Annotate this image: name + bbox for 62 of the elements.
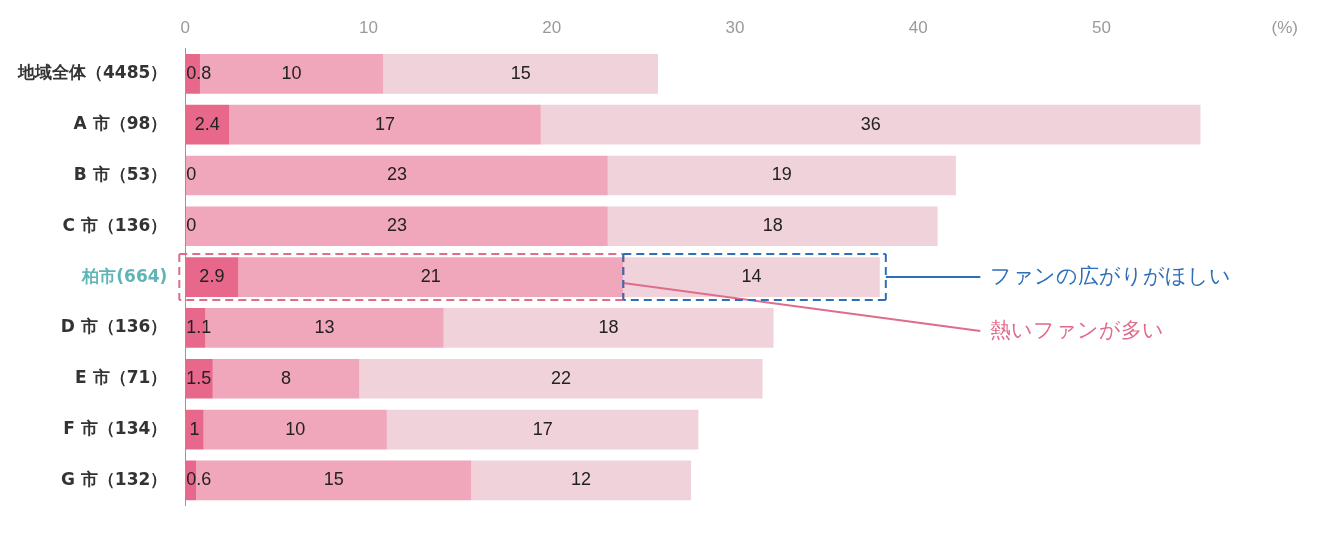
data-label: 14 xyxy=(741,266,762,287)
x-tick-label: 50 xyxy=(1092,17,1111,37)
x-tick-label: 20 xyxy=(542,17,562,37)
data-label: 1.5 xyxy=(186,367,212,388)
bar xyxy=(386,409,699,450)
data-label: 2.4 xyxy=(194,113,220,134)
data-label: 23 xyxy=(387,164,408,185)
bar xyxy=(359,358,763,399)
y-tick-label: E 市（71） xyxy=(75,367,168,388)
y-tick-label: 地域全体（4485） xyxy=(16,62,168,83)
annotation: 熱いファンが多い xyxy=(990,318,1165,343)
x-tick-label: 30 xyxy=(725,17,745,37)
y-tick-label: D 市（136） xyxy=(60,316,168,337)
bar xyxy=(186,155,608,196)
data-label: 15 xyxy=(323,469,344,490)
data-label: 36 xyxy=(860,113,881,134)
bar xyxy=(383,53,659,94)
data-label: 21 xyxy=(420,266,441,287)
bar xyxy=(443,308,774,348)
data-label: 0 xyxy=(186,215,197,236)
data-label: 10 xyxy=(281,62,302,83)
data-label: 8 xyxy=(281,367,292,388)
y-tick-label: B 市（53） xyxy=(73,163,168,184)
data-label: 0.6 xyxy=(186,469,212,490)
data-label: 12 xyxy=(571,469,592,490)
data-label: 17 xyxy=(532,418,553,439)
bar xyxy=(623,257,880,297)
data-label: 0 xyxy=(186,164,197,185)
bar xyxy=(229,104,541,145)
data-label: 0.8 xyxy=(186,62,212,83)
data-label: 15 xyxy=(510,62,531,83)
data-label: 1.1 xyxy=(186,316,212,337)
y-tick-label: F 市（134） xyxy=(63,417,168,438)
bar xyxy=(185,409,204,450)
data-label: 13 xyxy=(314,316,335,337)
bar xyxy=(212,358,360,399)
data-label: 22 xyxy=(550,367,571,388)
data-label: 18 xyxy=(598,316,619,337)
bar xyxy=(607,206,938,247)
bar xyxy=(238,257,624,297)
y-tick-label: G 市（132） xyxy=(60,468,168,489)
y-tick-label: C 市（136） xyxy=(62,214,168,235)
x-tick-label: 40 xyxy=(908,17,928,37)
data-label: 10 xyxy=(285,418,306,439)
x-tick-label: (%) xyxy=(1271,17,1299,37)
bar xyxy=(471,460,692,501)
data-label: 2.9 xyxy=(199,266,225,287)
bar xyxy=(186,206,608,247)
data-label: 1 xyxy=(189,418,200,439)
bar xyxy=(185,257,239,297)
data-label: 18 xyxy=(762,215,783,236)
x-tick-label: 10 xyxy=(359,17,379,37)
data-label: 19 xyxy=(771,164,792,185)
bar xyxy=(607,155,956,196)
y-tick-label: A 市（98） xyxy=(73,113,168,134)
y-tick-label: 柏市(664) xyxy=(81,265,168,286)
data-label: 23 xyxy=(387,215,408,236)
bar xyxy=(540,104,1201,145)
data-label: 17 xyxy=(375,113,396,134)
x-tick-label: 0 xyxy=(180,17,191,37)
annotation: ファンの広がりがほしい xyxy=(990,264,1232,289)
bar xyxy=(203,409,387,450)
